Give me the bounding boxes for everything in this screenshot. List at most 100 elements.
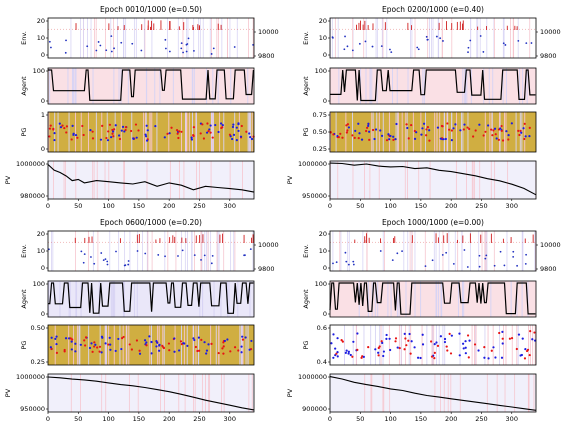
ytick-label: 1000000 [298, 160, 327, 168]
pg-point [208, 128, 211, 131]
pg-point [332, 356, 335, 359]
env-point-blue [485, 254, 488, 257]
pg-point [70, 348, 73, 351]
pg-point [445, 345, 448, 348]
pg-point [239, 135, 243, 138]
env-point-blue [424, 265, 427, 268]
xtick-label: 250 [475, 202, 487, 210]
pg-point [403, 348, 406, 351]
env-point-blue [466, 266, 469, 268]
pg-point [107, 343, 110, 346]
pg-point [507, 138, 510, 141]
ytick-label: 0.50 [31, 324, 45, 332]
pg-point [392, 138, 395, 141]
env-point-blue [379, 250, 382, 252]
pg-point [55, 342, 58, 346]
pg-point [192, 126, 195, 129]
env-point-blue [95, 49, 98, 52]
pg-point [498, 331, 501, 335]
env-point-blue [210, 262, 213, 265]
env-point-blue [516, 264, 519, 267]
pg-point [209, 131, 212, 134]
agent-line [330, 69, 536, 102]
pg-point [192, 337, 195, 340]
pg-point [63, 126, 66, 130]
pg-point [55, 335, 58, 338]
xtick-label: 0 [328, 202, 332, 210]
pg-point [463, 123, 466, 126]
pg-point [439, 137, 442, 140]
ylabel: PV [286, 388, 294, 397]
pg-point [240, 351, 243, 354]
env-point-blue [180, 42, 183, 45]
env-point-blue [168, 50, 171, 53]
ylabel: Agent [302, 289, 310, 309]
pg-point [394, 340, 397, 343]
chart-panel-0: Epoch 0010/1000 (e=0.50)Env.010209800100… [4, 5, 279, 210]
pg-point [505, 130, 508, 133]
env-point-blue [144, 252, 147, 255]
pg-point [105, 136, 108, 140]
ytick-label: 20 [319, 230, 327, 238]
pg-point [341, 136, 344, 139]
env-point-blue [164, 255, 166, 258]
ytick-label: 100 [33, 280, 45, 288]
pg-point [211, 136, 214, 139]
subplot-pg: PG 0 1 [20, 111, 255, 153]
pg-point [76, 136, 79, 139]
pg-point [63, 350, 66, 353]
env-point-blue [396, 252, 399, 255]
xtick-label: 150 [415, 415, 427, 423]
pg-point [186, 344, 189, 348]
ytick-label: 0 [41, 310, 45, 318]
ytick-right-label: 9800 [540, 52, 557, 60]
pg-point [53, 132, 56, 135]
pg-point [501, 337, 504, 340]
subplot-agent: Agent 0 100 [20, 280, 255, 318]
pg-point [392, 135, 395, 138]
ytick-right-label: 10000 [258, 28, 279, 36]
ylabel: PV [286, 175, 294, 184]
env-point-blue [332, 262, 334, 265]
pg-point [145, 124, 148, 127]
pg-point [367, 345, 370, 349]
ytick-label: 0 [323, 264, 327, 272]
pg-point [48, 135, 51, 138]
ytick-label: 0 [41, 264, 45, 272]
pg-point [352, 340, 355, 343]
pg-point [59, 126, 63, 129]
pg-point [93, 341, 96, 344]
pg-point [464, 346, 467, 349]
pg-point [154, 124, 157, 128]
pg-point [377, 351, 380, 354]
chart-panel-3: Epoch 1000/1000 (e=0.00) Env. 0 10 20 9800 100… [286, 218, 561, 423]
pg-point [494, 133, 497, 136]
pg-point [74, 342, 77, 345]
ytick-label: 0 [323, 97, 327, 105]
env-point-blue [482, 51, 485, 53]
subplot-pg: PG 0.4 0.6 [302, 324, 537, 366]
pg-point [435, 341, 438, 344]
pg-point [339, 132, 342, 135]
env-point-blue [93, 262, 96, 265]
pg-point [96, 346, 99, 349]
xtick-label: 50 [356, 202, 364, 210]
ytick-label: 20 [319, 17, 327, 25]
pg-point [199, 132, 202, 135]
pg-point [446, 122, 449, 125]
pg-point [360, 138, 364, 141]
pg-point [145, 344, 148, 347]
pg-point [123, 130, 126, 133]
env-point-blue [182, 51, 184, 54]
env-point-blue [478, 254, 481, 257]
pg-point [196, 349, 199, 353]
env-point-blue [48, 248, 50, 251]
env-point-blue [347, 263, 350, 266]
pg-point [221, 126, 224, 129]
pg-point [217, 130, 220, 134]
pg-point [183, 342, 186, 345]
ytick-label: 950000 [20, 405, 45, 413]
pg-point [380, 134, 384, 137]
pg-point [244, 336, 247, 339]
subplot-frame [329, 373, 537, 413]
